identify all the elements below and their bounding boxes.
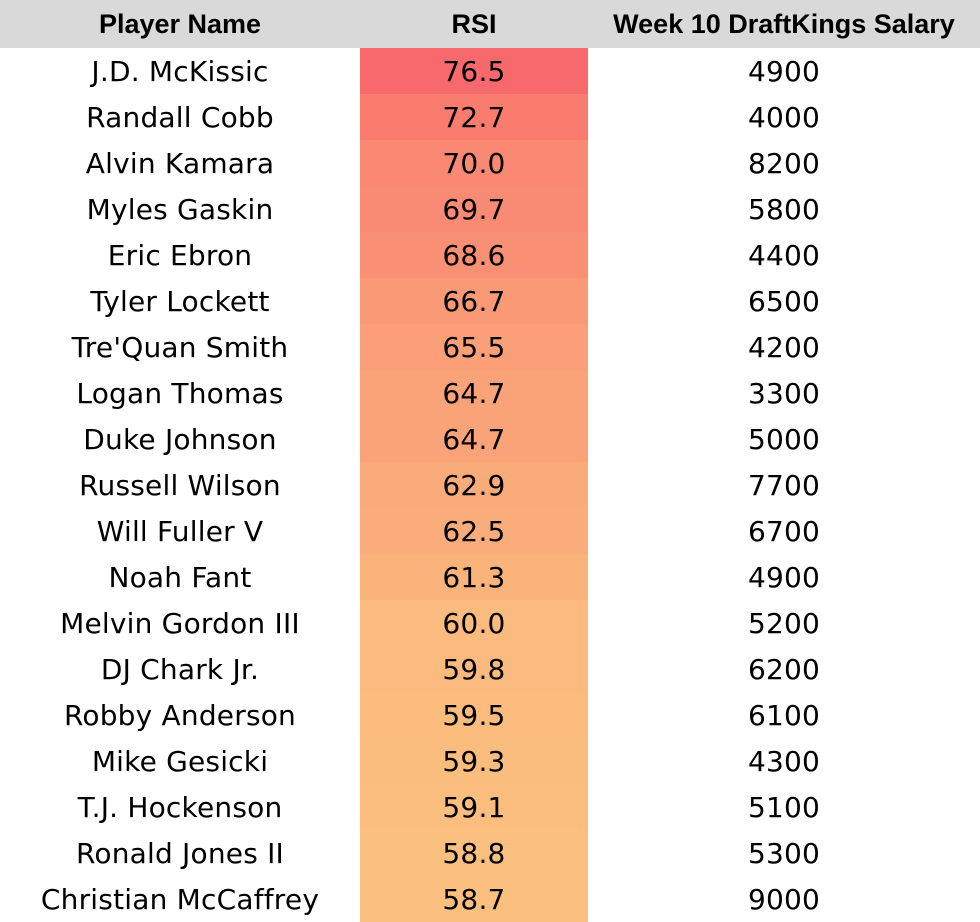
- cell-salary[interactable]: 5100: [747, 790, 821, 824]
- cell-salary[interactable]: 4900: [747, 54, 821, 88]
- cell-player-name[interactable]: Mike Gesicki: [91, 744, 269, 778]
- cell-player-name[interactable]: Noah Fant: [108, 560, 252, 594]
- table-row: Christian McCaffrey 58.7 9000: [0, 876, 980, 922]
- table-row: Ronald Jones II 58.8 5300: [0, 830, 980, 876]
- cell-salary[interactable]: 4300: [747, 744, 821, 778]
- table-row: DJ Chark Jr. 59.8 6200: [0, 646, 980, 692]
- table-row: J.D. McKissic 76.5 4900: [0, 48, 980, 94]
- cell-rsi[interactable]: 64.7: [360, 416, 588, 462]
- table-row: Tre'Quan Smith 65.5 4200: [0, 324, 980, 370]
- table-row: Randall Cobb 72.7 4000: [0, 94, 980, 140]
- cell-rsi[interactable]: 64.7: [360, 370, 588, 416]
- cell-salary[interactable]: 4900: [747, 560, 821, 594]
- cell-rsi[interactable]: 65.5: [360, 324, 588, 370]
- cell-salary[interactable]: 6500: [747, 284, 821, 318]
- cell-rsi[interactable]: 68.6: [360, 232, 588, 278]
- header-rsi[interactable]: RSI: [451, 8, 497, 39]
- cell-player-name[interactable]: Melvin Gordon III: [60, 606, 300, 640]
- cell-rsi[interactable]: 59.5: [360, 692, 588, 738]
- cell-rsi[interactable]: 62.9: [360, 462, 588, 508]
- cell-player-name[interactable]: J.D. McKissic: [91, 54, 269, 88]
- cell-salary[interactable]: 4000: [747, 100, 821, 134]
- cell-player-name[interactable]: Duke Johnson: [83, 422, 277, 456]
- header-salary[interactable]: Week 10 DraftKings Salary: [613, 8, 955, 39]
- cell-rsi[interactable]: 59.1: [360, 784, 588, 830]
- cell-player-name[interactable]: Alvin Kamara: [85, 146, 275, 180]
- table-row: Mike Gesicki 59.3 4300: [0, 738, 980, 784]
- cell-salary[interactable]: 4200: [747, 330, 821, 364]
- cell-salary[interactable]: 5800: [747, 192, 821, 226]
- cell-player-name[interactable]: Will Fuller V: [96, 514, 264, 548]
- cell-rsi[interactable]: 76.5: [360, 48, 588, 94]
- table-row: Duke Johnson 64.7 5000: [0, 416, 980, 462]
- table-row: Myles Gaskin 69.7 5800: [0, 186, 980, 232]
- cell-salary[interactable]: 3300: [747, 376, 821, 410]
- cell-player-name[interactable]: Robby Anderson: [63, 698, 297, 732]
- cell-salary[interactable]: 8200: [747, 146, 821, 180]
- cell-player-name[interactable]: Tyler Lockett: [90, 284, 270, 318]
- table-row: Alvin Kamara 70.0 8200: [0, 140, 980, 186]
- cell-salary[interactable]: 6100: [747, 698, 821, 732]
- cell-player-name[interactable]: Logan Thomas: [76, 376, 284, 410]
- table-row: Tyler Lockett 66.7 6500: [0, 278, 980, 324]
- cell-player-name[interactable]: DJ Chark Jr.: [100, 652, 260, 686]
- cell-rsi[interactable]: 59.3: [360, 738, 588, 784]
- cell-player-name[interactable]: T.J. Hockenson: [77, 790, 283, 824]
- table-row: Will Fuller V 62.5 6700: [0, 508, 980, 554]
- table-body: J.D. McKissic 76.5 4900 Randall Cobb 72.7 400…: [0, 48, 980, 922]
- cell-player-name[interactable]: Randall Cobb: [86, 100, 274, 134]
- table-row: Robby Anderson 59.5 6100: [0, 692, 980, 738]
- cell-player-name[interactable]: Myles Gaskin: [86, 192, 274, 226]
- cell-salary[interactable]: 9000: [747, 882, 821, 916]
- table-row: Noah Fant 61.3 4900: [0, 554, 980, 600]
- cell-salary[interactable]: 5000: [747, 422, 821, 456]
- cell-salary[interactable]: 6700: [747, 514, 821, 548]
- cell-player-name[interactable]: Eric Ebron: [107, 238, 253, 272]
- cell-player-name[interactable]: Ronald Jones II: [75, 836, 285, 870]
- cell-rsi[interactable]: 59.8: [360, 646, 588, 692]
- cell-salary[interactable]: 4400: [747, 238, 821, 272]
- cell-rsi[interactable]: 61.3: [360, 554, 588, 600]
- cell-salary[interactable]: 5300: [747, 836, 821, 870]
- cell-rsi[interactable]: 62.5: [360, 508, 588, 554]
- cell-rsi[interactable]: 70.0: [360, 140, 588, 186]
- cell-player-name[interactable]: Christian McCaffrey: [40, 882, 320, 916]
- table-header: Player Name RSI Week 10 DraftKings Salar…: [0, 0, 980, 48]
- cell-rsi[interactable]: 69.7: [360, 186, 588, 232]
- cell-player-name[interactable]: Tre'Quan Smith: [71, 330, 289, 364]
- header-player-name[interactable]: Player Name: [98, 8, 262, 39]
- table-row: Eric Ebron 68.6 4400: [0, 232, 980, 278]
- cell-player-name[interactable]: Russell Wilson: [79, 468, 281, 502]
- cell-salary[interactable]: 7700: [747, 468, 821, 502]
- table-row: Logan Thomas 64.7 3300: [0, 370, 980, 416]
- cell-rsi[interactable]: 66.7: [360, 278, 588, 324]
- table-row: T.J. Hockenson 59.1 5100: [0, 784, 980, 830]
- cell-rsi[interactable]: 72.7: [360, 94, 588, 140]
- cell-rsi[interactable]: 60.0: [360, 600, 588, 646]
- table-row: Melvin Gordon III 60.0 5200: [0, 600, 980, 646]
- cell-salary[interactable]: 5200: [747, 606, 821, 640]
- cell-rsi[interactable]: 58.7: [360, 876, 588, 922]
- cell-salary[interactable]: 6200: [747, 652, 821, 686]
- cell-rsi[interactable]: 58.8: [360, 830, 588, 876]
- table-row: Russell Wilson 62.9 7700: [0, 462, 980, 508]
